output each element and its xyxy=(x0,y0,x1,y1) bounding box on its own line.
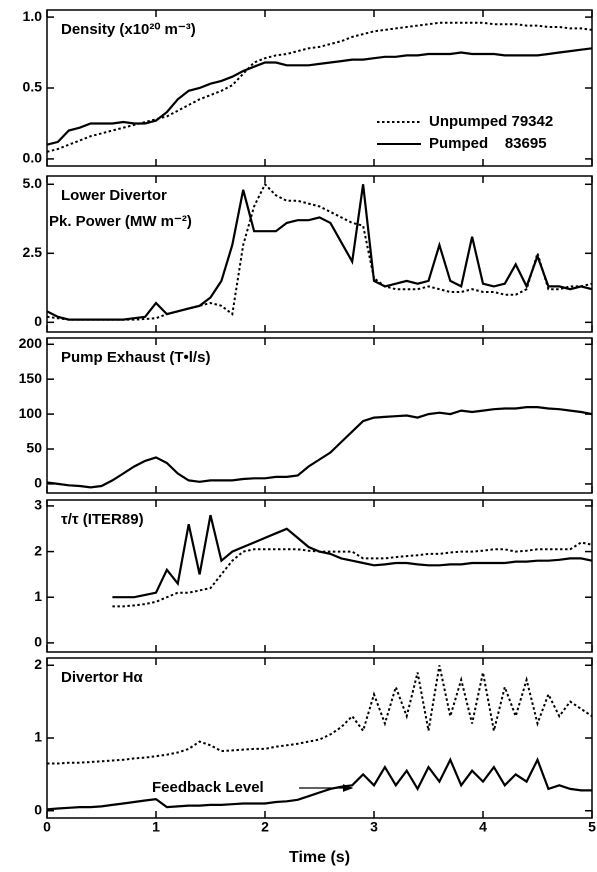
y-tick-label: 2.5 xyxy=(23,244,43,260)
y-tick-label: 5.0 xyxy=(23,175,43,191)
panel-subtitle: Pk. Power (MW m⁻²) xyxy=(49,213,192,230)
y-tick-label: 0 xyxy=(34,475,42,491)
y-tick-label: 0 xyxy=(34,634,42,650)
y-tick-label: 0.5 xyxy=(23,79,43,95)
panel-frame xyxy=(46,337,593,494)
y-tick-label: 150 xyxy=(19,370,43,386)
panel-title: Density (x10²⁰ m⁻³) xyxy=(61,21,196,38)
series-line xyxy=(46,757,592,811)
series-line xyxy=(46,47,593,146)
legend-label: Unpumped 79342 xyxy=(429,113,553,130)
panel-title: Divertor Hα xyxy=(61,669,144,686)
y-tick-label: 0.0 xyxy=(23,150,43,166)
legend-label: Pumped 83695 xyxy=(429,135,547,152)
series-line xyxy=(46,406,593,489)
panel-title: Pump Exhaust (T•l/s) xyxy=(61,349,210,366)
x-tick-label: 0 xyxy=(43,819,51,835)
y-tick-label: 1.0 xyxy=(23,8,43,24)
annotation: Feedback Level xyxy=(152,779,264,796)
x-axis-label: Time (s) xyxy=(289,849,350,866)
x-tick-label: 5 xyxy=(588,819,596,835)
panel-title: Lower Divertor xyxy=(61,187,167,204)
y-tick-label: 50 xyxy=(26,440,42,456)
series-line xyxy=(46,21,593,153)
series-line xyxy=(112,514,593,599)
panel-title: τ/τ (ITER89) xyxy=(61,511,144,528)
y-tick-label: 2 xyxy=(34,542,42,558)
y-tick-label: 100 xyxy=(19,405,43,421)
x-tick-label: 3 xyxy=(370,819,378,835)
series-line xyxy=(112,541,593,608)
y-tick-label: 3 xyxy=(34,497,42,513)
y-tick-label: 0 xyxy=(34,801,42,817)
x-tick-label: 4 xyxy=(479,819,487,835)
y-tick-label: 200 xyxy=(19,335,43,351)
panel-frame xyxy=(46,499,593,653)
y-tick-label: 2 xyxy=(34,656,42,672)
series-line xyxy=(47,665,593,765)
y-tick-label: 0 xyxy=(34,313,42,329)
y-tick-label: 1 xyxy=(34,729,42,745)
y-tick-label: 1 xyxy=(34,588,42,604)
series-line xyxy=(46,184,593,321)
x-tick-label: 2 xyxy=(261,819,269,835)
x-tick-label: 1 xyxy=(152,819,160,835)
series-line xyxy=(46,182,593,321)
